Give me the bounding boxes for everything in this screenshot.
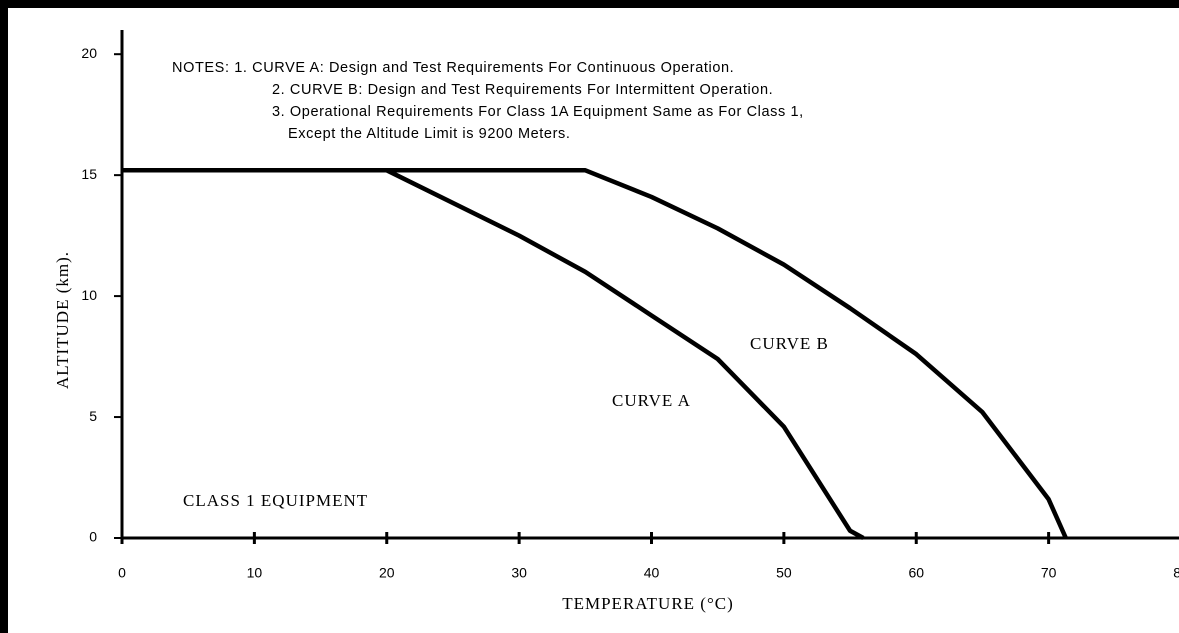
y-tick-label: 10 (81, 287, 97, 303)
y-tick-label: 15 (81, 166, 97, 182)
annotation: CLASS 1 EQUIPMENT (183, 491, 368, 510)
x-tick-label: 80 (1173, 565, 1179, 581)
x-tick-label: 20 (379, 565, 395, 581)
x-tick-label: 50 (776, 565, 792, 581)
x-tick-label: 0 (118, 565, 126, 581)
y-axis-label: ALTITUDE (km). (53, 251, 72, 389)
note-line: NOTES: 1. CURVE A: Design and Test Requi… (172, 60, 734, 76)
x-tick-label: 10 (247, 565, 263, 581)
x-axis-label: TEMPERATURE (°C) (562, 594, 734, 613)
x-tick-label: 30 (511, 565, 527, 581)
frame-top (0, 0, 1179, 8)
x-tick-label: 70 (1041, 565, 1057, 581)
note-line: 3. Operational Requirements For Class 1A… (272, 104, 804, 120)
curve (122, 168, 1068, 539)
curve-label: CURVE B (750, 334, 829, 353)
y-tick-label: 20 (81, 45, 97, 61)
x-tick-label: 40 (644, 565, 660, 581)
note-line: Except the Altitude Limit is 9200 Meters… (288, 126, 571, 142)
y-tick-label: 0 (89, 529, 97, 545)
curve (122, 168, 865, 540)
note-line: 2. CURVE B: Design and Test Requirements… (272, 82, 773, 98)
x-tick-label: 60 (908, 565, 924, 581)
frame-left (0, 0, 8, 633)
y-tick-label: 5 (89, 408, 97, 424)
curve-label: CURVE A (612, 391, 691, 410)
